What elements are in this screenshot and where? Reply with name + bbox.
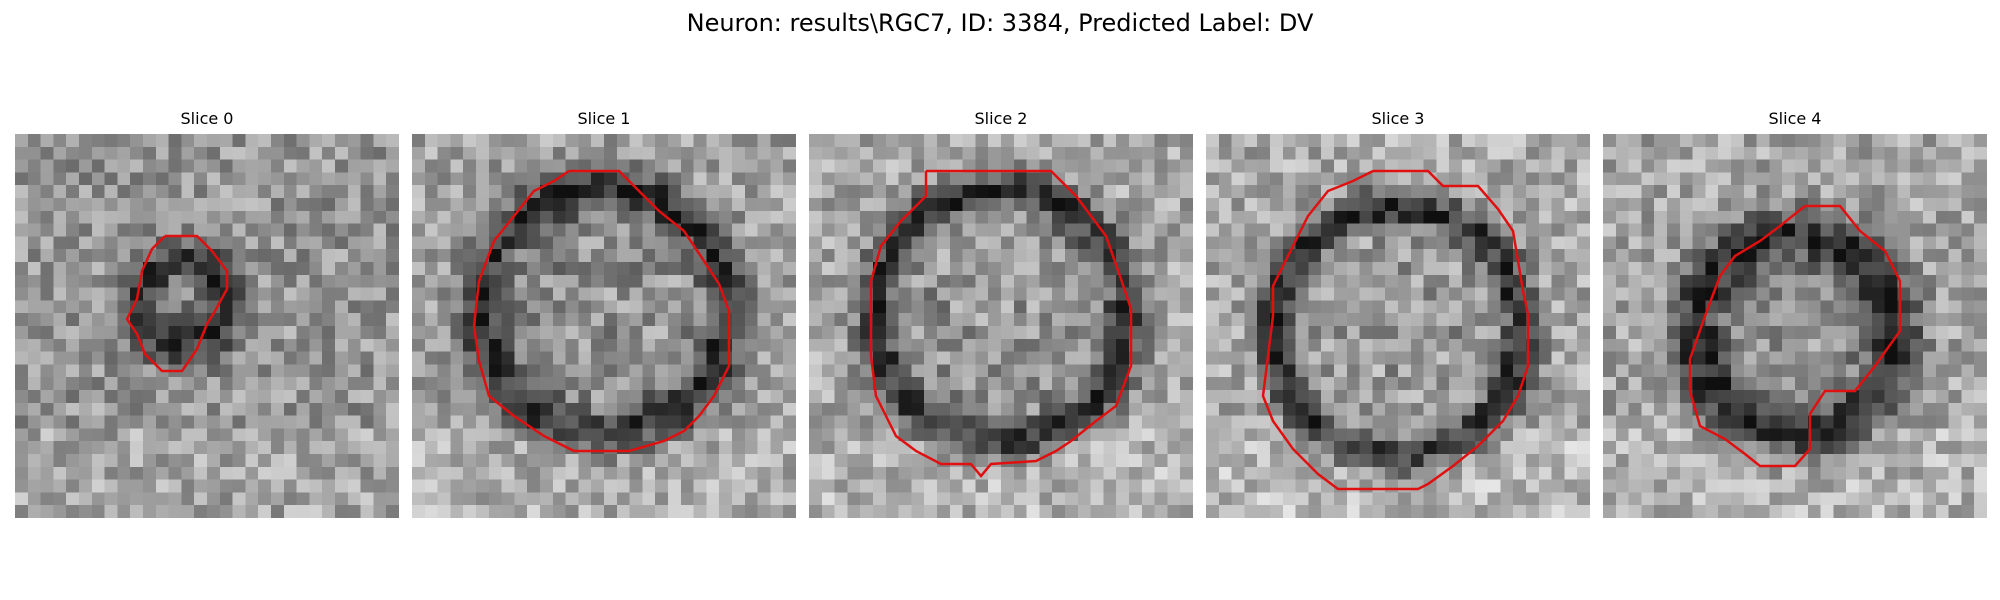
- slice-image-0: [15, 134, 399, 518]
- neuron-contour: [869, 169, 1133, 478]
- neuron-contour: [1688, 204, 1902, 468]
- grayscale-pixels: [1603, 134, 1987, 518]
- slice-title-4: Slice 4: [1768, 109, 1822, 128]
- slice-title-1: Slice 1: [577, 109, 631, 128]
- slice-title-2: Slice 2: [974, 109, 1028, 128]
- grayscale-pixels: [412, 134, 796, 518]
- slice-image-3: [1206, 134, 1590, 518]
- figure-title: Neuron: results\RGC7, ID: 3384, Predicte…: [686, 9, 1314, 37]
- slice-title-0: Slice 0: [180, 109, 234, 128]
- neuron-contour: [125, 234, 229, 373]
- neuron-contour: [1261, 169, 1530, 491]
- neuron-contour: [472, 169, 731, 453]
- grayscale-pixels: [15, 134, 399, 518]
- grayscale-pixels: [1206, 134, 1590, 518]
- slice-image-4: [1603, 134, 1987, 518]
- grayscale-pixels: [809, 134, 1193, 518]
- slice-image-2: [809, 134, 1193, 518]
- slice-title-3: Slice 3: [1371, 109, 1425, 128]
- slice-image-1: [412, 134, 796, 518]
